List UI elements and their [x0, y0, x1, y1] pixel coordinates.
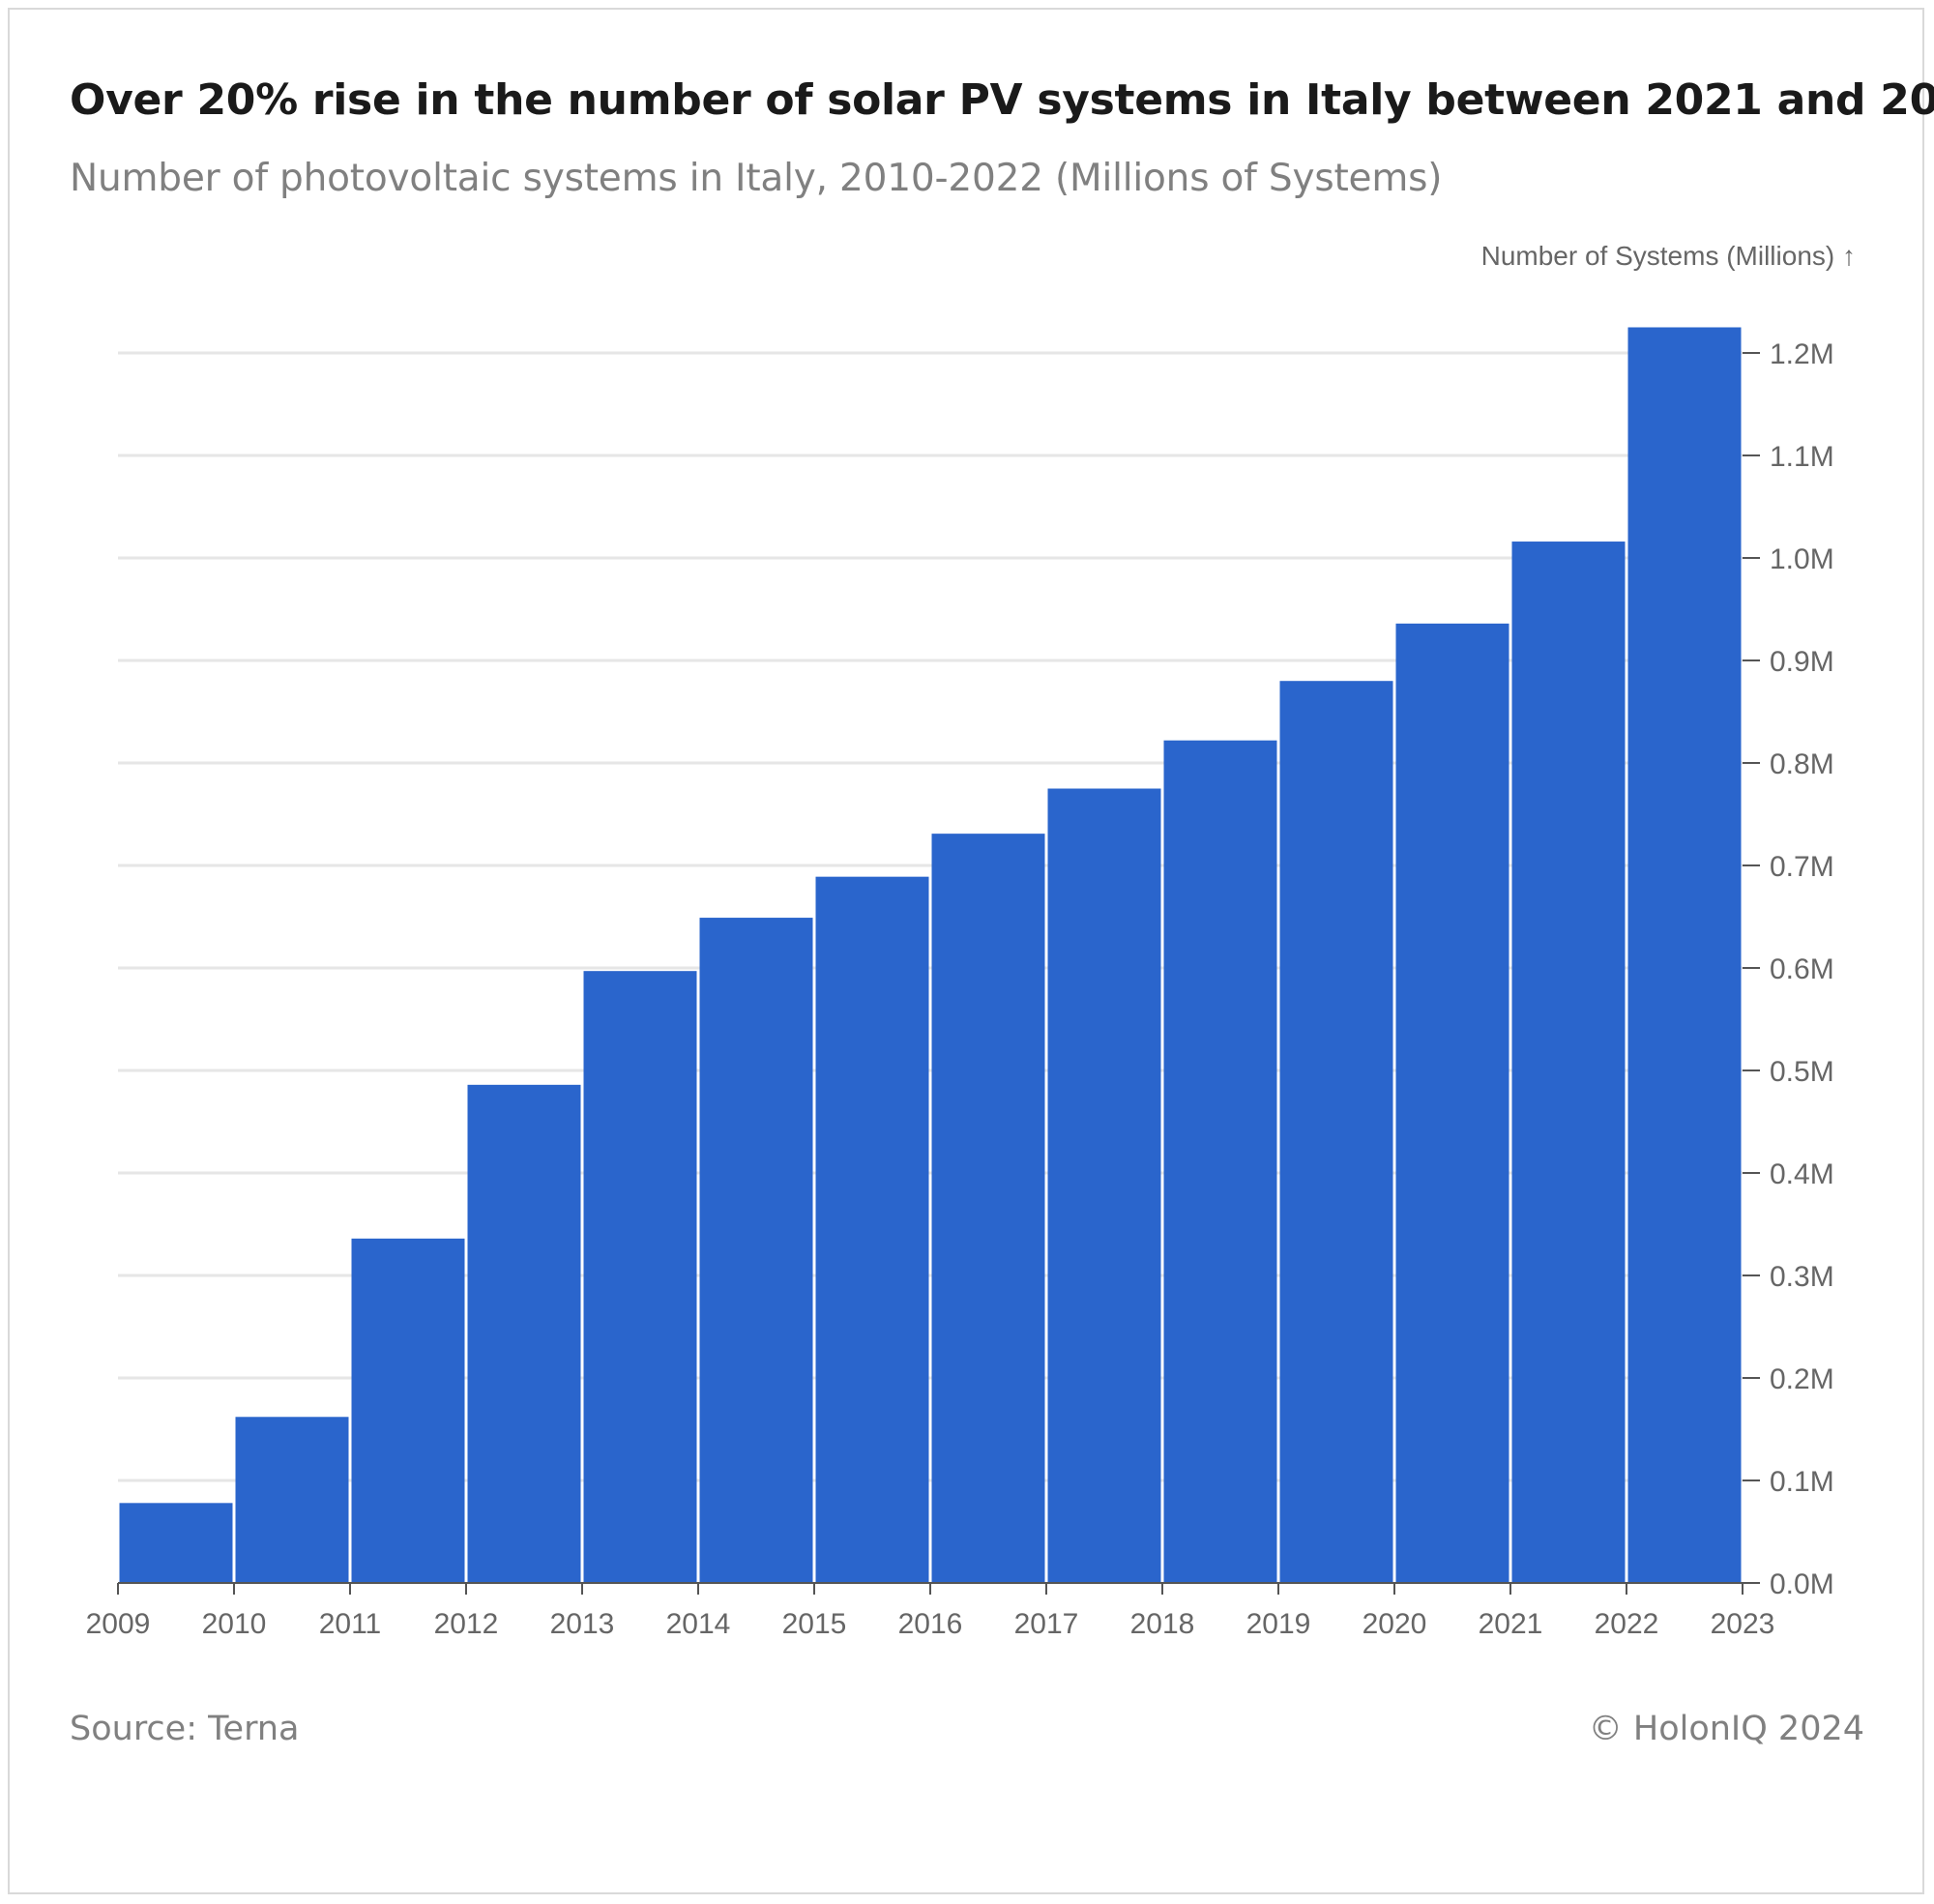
bars	[119, 327, 1742, 1583]
y-axis-label: Number of Systems (Millions) ↑	[1481, 241, 1856, 271]
bar-2013	[583, 971, 697, 1583]
y-tick-label: 0.3M	[1770, 1261, 1834, 1293]
x-tick-label: 2010	[202, 1608, 267, 1640]
source-note: Source: Terna	[70, 1710, 300, 1748]
x-tick-label: 2021	[1479, 1608, 1543, 1640]
y-tick-label: 1.0M	[1770, 543, 1834, 575]
x-tick-label: 2009	[86, 1608, 151, 1640]
x-tick-label: 2012	[434, 1608, 499, 1640]
y-tick-label: 0.1M	[1770, 1466, 1834, 1498]
axes: 0.0M 0.1M 0.2M 0.3M 0.4M 0.5M 0.6M 0.7M 0.8M 0.9M…	[86, 338, 1834, 1640]
y-tick-label: 0.9M	[1770, 646, 1834, 678]
bar-2022	[1627, 327, 1742, 1583]
y-tick-label: 0.8M	[1770, 748, 1834, 780]
y-tick-label: 0.6M	[1770, 953, 1834, 985]
y-tick-label: 0.7M	[1770, 851, 1834, 883]
x-tick-label: 2022	[1595, 1608, 1659, 1640]
bar-2019	[1279, 681, 1393, 1583]
x-tick-label: 2020	[1363, 1608, 1427, 1640]
bar-2009	[119, 1503, 233, 1583]
y-tick-label: 0.5M	[1770, 1056, 1834, 1088]
x-tick-label: 2016	[898, 1608, 963, 1640]
chart-subtitle: Number of photovoltaic systems in Italy,…	[70, 157, 1443, 200]
y-tick-label: 1.1M	[1770, 441, 1834, 473]
bar-2017	[1047, 788, 1161, 1583]
x-tick-label: 2015	[782, 1608, 847, 1640]
x-tick-label: 2023	[1711, 1608, 1775, 1640]
bar-2014	[699, 918, 813, 1583]
bar-2020	[1395, 623, 1509, 1583]
y-tick-label: 0.0M	[1770, 1568, 1834, 1600]
x-tick-label: 2017	[1014, 1608, 1079, 1640]
y-tick-label: 0.4M	[1770, 1158, 1834, 1190]
chart-title: Over 20% rise in the number of solar PV …	[70, 75, 1934, 125]
x-tick-label: 2018	[1130, 1608, 1195, 1640]
x-tick-label: 2014	[666, 1608, 731, 1640]
x-tick-label: 2011	[319, 1608, 382, 1640]
bar-2018	[1163, 740, 1277, 1583]
bar-2012	[467, 1084, 581, 1583]
bar-2015	[815, 876, 929, 1583]
bar-2011	[351, 1238, 465, 1583]
y-tick-label: 1.2M	[1770, 338, 1834, 370]
x-tick-label: 2013	[550, 1608, 615, 1640]
bar-2021	[1511, 542, 1626, 1583]
bar-2010	[235, 1417, 349, 1583]
y-tick-label: 0.2M	[1770, 1363, 1834, 1395]
copyright-note: © HolonIQ 2024	[1588, 1710, 1864, 1748]
x-tick-label: 2019	[1246, 1608, 1311, 1640]
bar-2016	[931, 834, 1045, 1583]
